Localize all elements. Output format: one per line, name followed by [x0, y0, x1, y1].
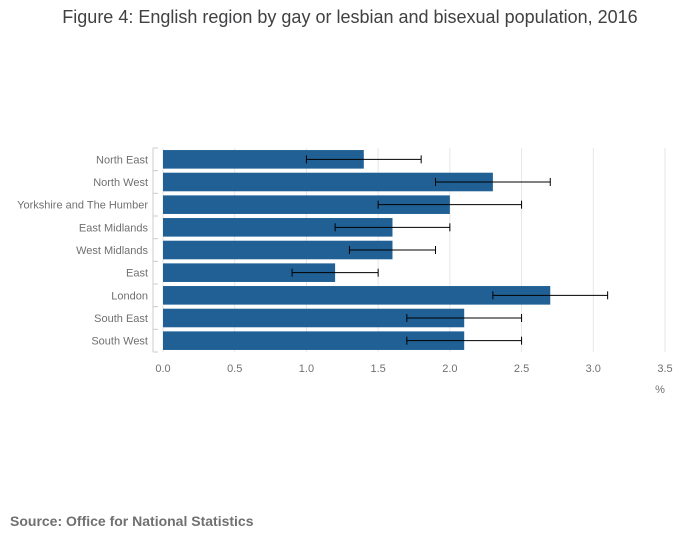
category-label: West Midlands	[76, 245, 148, 257]
x-tick-label: 1.5	[370, 363, 385, 375]
category-label: South East	[94, 313, 148, 325]
category-label: London	[111, 290, 148, 302]
x-tick-label: 0.0	[155, 363, 170, 375]
chart-title: Figure 4: English region by gay or lesbi…	[62, 7, 638, 27]
x-tick-label: 1.0	[299, 363, 314, 375]
bar	[163, 286, 551, 305]
category-label: East	[126, 268, 148, 280]
bar	[163, 331, 465, 350]
bar	[163, 150, 364, 169]
bar	[163, 172, 493, 192]
x-tick-label: 2.5	[514, 363, 529, 375]
category-label: East Midlands	[79, 222, 149, 234]
category-label: North East	[96, 154, 148, 166]
x-axis-label: %	[655, 384, 665, 396]
x-tick-label: 0.5	[227, 363, 242, 375]
category-label: South West	[91, 336, 148, 348]
bar	[163, 195, 450, 214]
x-tick-label: 3.5	[657, 363, 672, 375]
category-label: North West	[93, 177, 148, 189]
bar	[163, 263, 336, 282]
category-label: Yorkshire and The Humber	[17, 200, 148, 212]
source-note: Source: Office for National Statistics	[10, 513, 254, 529]
bar	[163, 218, 393, 237]
bar	[163, 308, 465, 328]
x-tick-label: 2.0	[442, 363, 457, 375]
x-tick-label: 3.0	[586, 363, 601, 375]
bar	[163, 240, 393, 260]
